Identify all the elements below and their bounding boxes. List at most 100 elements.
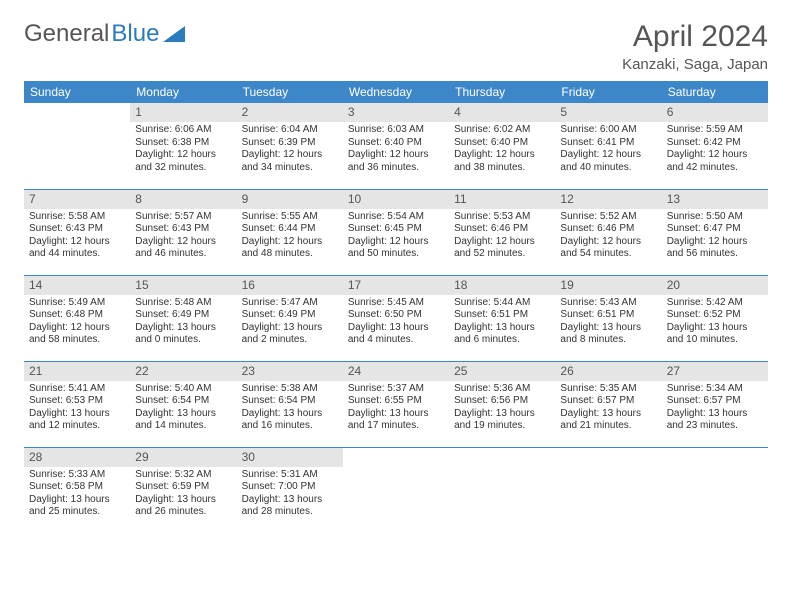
- day-number: 5: [555, 103, 661, 122]
- day-details: Sunrise: 5:47 AMSunset: 6:49 PMDaylight:…: [237, 295, 343, 351]
- day-details: Sunrise: 5:41 AMSunset: 6:53 PMDaylight:…: [24, 381, 130, 437]
- daylight-line2: and 2 minutes.: [242, 334, 338, 347]
- day-number: 30: [237, 448, 343, 467]
- daylight-line1: Daylight: 12 hours: [454, 236, 550, 249]
- day-details: Sunrise: 5:57 AMSunset: 6:43 PMDaylight:…: [130, 209, 236, 265]
- daylight-line1: Daylight: 12 hours: [454, 149, 550, 162]
- calendar-day-cell: 21Sunrise: 5:41 AMSunset: 6:53 PMDayligh…: [24, 361, 130, 447]
- calendar-day-cell: 17Sunrise: 5:45 AMSunset: 6:50 PMDayligh…: [343, 275, 449, 361]
- weekday-header: Thursday: [449, 81, 555, 103]
- sunrise-text: Sunrise: 5:59 AM: [667, 124, 763, 137]
- sunset-text: Sunset: 6:49 PM: [242, 309, 338, 322]
- daylight-line1: Daylight: 13 hours: [667, 322, 763, 335]
- calendar-day-cell: 8Sunrise: 5:57 AMSunset: 6:43 PMDaylight…: [130, 189, 236, 275]
- daylight-line2: and 23 minutes.: [667, 420, 763, 433]
- calendar-day-cell: 20Sunrise: 5:42 AMSunset: 6:52 PMDayligh…: [662, 275, 768, 361]
- day-number: 15: [130, 276, 236, 295]
- sunrise-text: Sunrise: 6:02 AM: [454, 124, 550, 137]
- daylight-line1: Daylight: 12 hours: [667, 149, 763, 162]
- day-number: 22: [130, 362, 236, 381]
- sunset-text: Sunset: 6:57 PM: [560, 395, 656, 408]
- calendar-day-cell: 1Sunrise: 6:06 AMSunset: 6:38 PMDaylight…: [130, 103, 236, 189]
- sunrise-text: Sunrise: 6:06 AM: [135, 124, 231, 137]
- daylight-line1: Daylight: 12 hours: [135, 149, 231, 162]
- sunset-text: Sunset: 6:47 PM: [667, 223, 763, 236]
- logo: GeneralBlue: [24, 20, 185, 48]
- calendar-day-cell: 30Sunrise: 5:31 AMSunset: 7:00 PMDayligh…: [237, 447, 343, 533]
- daylight-line1: Daylight: 13 hours: [135, 494, 231, 507]
- calendar-week-row: 21Sunrise: 5:41 AMSunset: 6:53 PMDayligh…: [24, 361, 768, 447]
- day-number: 12: [555, 190, 661, 209]
- daylight-line1: Daylight: 13 hours: [135, 322, 231, 335]
- weekday-header: Sunday: [24, 81, 130, 103]
- day-number: 20: [662, 276, 768, 295]
- day-details: Sunrise: 5:32 AMSunset: 6:59 PMDaylight:…: [130, 467, 236, 523]
- day-details: Sunrise: 5:50 AMSunset: 6:47 PMDaylight:…: [662, 209, 768, 265]
- daylight-line2: and 32 minutes.: [135, 162, 231, 175]
- daylight-line2: and 12 minutes.: [29, 420, 125, 433]
- day-number: 16: [237, 276, 343, 295]
- calendar-week-row: 14Sunrise: 5:49 AMSunset: 6:48 PMDayligh…: [24, 275, 768, 361]
- calendar-day-cell: 3Sunrise: 6:03 AMSunset: 6:40 PMDaylight…: [343, 103, 449, 189]
- day-number: 7: [24, 190, 130, 209]
- sunrise-text: Sunrise: 5:31 AM: [242, 469, 338, 482]
- sunrise-text: Sunrise: 5:55 AM: [242, 211, 338, 224]
- daylight-line2: and 25 minutes.: [29, 506, 125, 519]
- daylight-line2: and 54 minutes.: [560, 248, 656, 261]
- calendar-day-cell: 4Sunrise: 6:02 AMSunset: 6:40 PMDaylight…: [449, 103, 555, 189]
- weekday-header: Wednesday: [343, 81, 449, 103]
- day-details: Sunrise: 5:37 AMSunset: 6:55 PMDaylight:…: [343, 381, 449, 437]
- sunrise-text: Sunrise: 6:00 AM: [560, 124, 656, 137]
- sunrise-text: Sunrise: 5:45 AM: [348, 297, 444, 310]
- sunrise-text: Sunrise: 5:52 AM: [560, 211, 656, 224]
- daylight-line2: and 8 minutes.: [560, 334, 656, 347]
- day-details: Sunrise: 6:06 AMSunset: 6:38 PMDaylight:…: [130, 122, 236, 178]
- sunrise-text: Sunrise: 5:44 AM: [454, 297, 550, 310]
- sunset-text: Sunset: 6:56 PM: [454, 395, 550, 408]
- day-details: Sunrise: 5:33 AMSunset: 6:58 PMDaylight:…: [24, 467, 130, 523]
- day-details: Sunrise: 5:55 AMSunset: 6:44 PMDaylight:…: [237, 209, 343, 265]
- daylight-line2: and 38 minutes.: [454, 162, 550, 175]
- sunrise-text: Sunrise: 5:53 AM: [454, 211, 550, 224]
- day-number: 25: [449, 362, 555, 381]
- sunset-text: Sunset: 6:39 PM: [242, 137, 338, 150]
- sunrise-text: Sunrise: 5:58 AM: [29, 211, 125, 224]
- day-details: Sunrise: 5:44 AMSunset: 6:51 PMDaylight:…: [449, 295, 555, 351]
- sunset-text: Sunset: 6:40 PM: [454, 137, 550, 150]
- daylight-line1: Daylight: 12 hours: [242, 236, 338, 249]
- day-number: 26: [555, 362, 661, 381]
- day-details: Sunrise: 5:45 AMSunset: 6:50 PMDaylight:…: [343, 295, 449, 351]
- calendar-week-row: 7 Sunrise: 5:58 AMSunset: 6:43 PM Daylight…: [24, 189, 768, 275]
- calendar-day-cell: 23Sunrise: 5:38 AMSunset: 6:54 PMDayligh…: [237, 361, 343, 447]
- day-number: 3: [343, 103, 449, 122]
- daylight-line2: and 50 minutes.: [348, 248, 444, 261]
- sunset-text: Sunset: 6:58 PM: [29, 481, 125, 494]
- day-details: Sunrise: 6:04 AMSunset: 6:39 PMDaylight:…: [237, 122, 343, 178]
- sunset-text: Sunset: 6:59 PM: [135, 481, 231, 494]
- sunrise-text: Sunrise: 5:38 AM: [242, 383, 338, 396]
- daylight-line1: Daylight: 13 hours: [454, 322, 550, 335]
- calendar-day-cell: [343, 447, 449, 533]
- sunrise-text: Sunrise: 5:47 AM: [242, 297, 338, 310]
- day-number: 27: [662, 362, 768, 381]
- day-details: Sunrise: 6:00 AMSunset: 6:41 PMDaylight:…: [555, 122, 661, 178]
- day-details: Sunrise: 5:53 AMSunset: 6:46 PMDaylight:…: [449, 209, 555, 265]
- daylight-line2: and 26 minutes.: [135, 506, 231, 519]
- daylight-line1: Daylight: 12 hours: [667, 236, 763, 249]
- sunset-text: Sunset: 6:49 PM: [135, 309, 231, 322]
- day-number: 8: [130, 190, 236, 209]
- calendar-day-cell: 29Sunrise: 5:32 AMSunset: 6:59 PMDayligh…: [130, 447, 236, 533]
- sunset-text: Sunset: 6:43 PM: [29, 223, 125, 236]
- sunset-text: Sunset: 6:45 PM: [348, 223, 444, 236]
- daylight-line1: Daylight: 13 hours: [242, 322, 338, 335]
- daylight-line1: Daylight: 12 hours: [29, 322, 125, 335]
- daylight-line2: and 52 minutes.: [454, 248, 550, 261]
- logo-triangle-icon: [163, 26, 185, 42]
- calendar-table: SundayMondayTuesdayWednesdayThursdayFrid…: [24, 81, 768, 533]
- daylight-line1: Daylight: 13 hours: [29, 408, 125, 421]
- header: GeneralBlue April 2024 Kanzaki, Saga, Ja…: [24, 20, 768, 73]
- calendar-day-cell: 24Sunrise: 5:37 AMSunset: 6:55 PMDayligh…: [343, 361, 449, 447]
- daylight-line1: Daylight: 12 hours: [348, 149, 444, 162]
- daylight-line2: and 19 minutes.: [454, 420, 550, 433]
- title-block: April 2024 Kanzaki, Saga, Japan: [622, 20, 768, 73]
